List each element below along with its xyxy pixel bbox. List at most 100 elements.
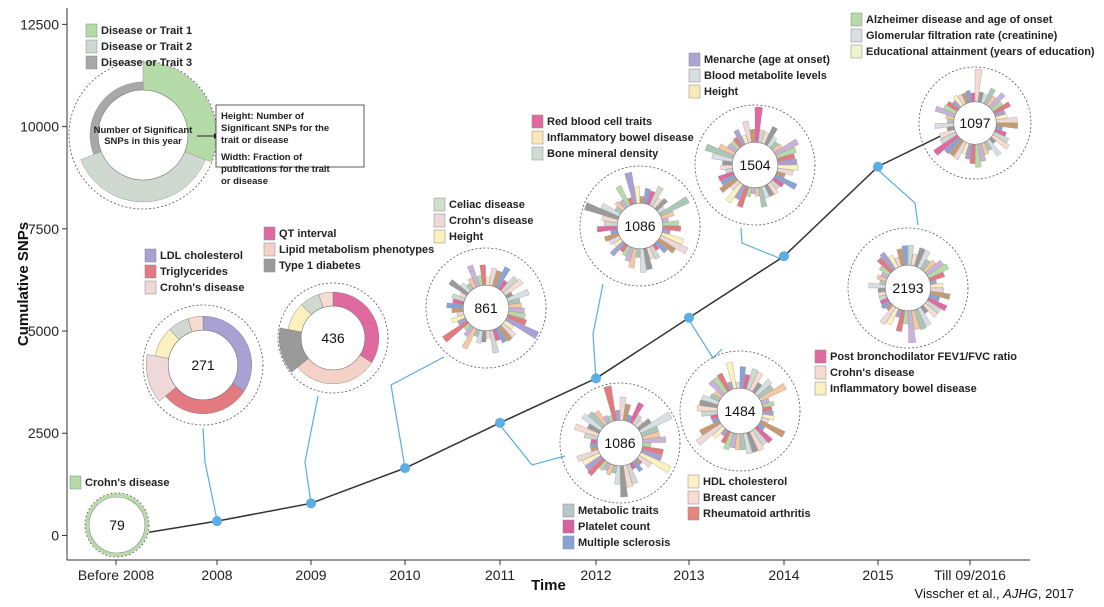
- outline-circle: [679, 350, 801, 472]
- year-snp-count: 1504: [739, 157, 770, 173]
- citation-year: , 2017: [1037, 586, 1074, 601]
- center-disc: [716, 387, 764, 435]
- center-disc: [462, 284, 510, 332]
- legend-swatch: [687, 506, 700, 521]
- legend-swatch: [688, 84, 701, 99]
- y-tick-label: 12500: [20, 16, 59, 32]
- data-point: [779, 251, 789, 262]
- x-tick-label: 2011: [485, 567, 515, 583]
- connector-line: [390, 356, 445, 469]
- y-tick-label: 5000: [28, 323, 59, 339]
- legend-swatch: [850, 44, 863, 59]
- legend-swatch: [433, 229, 446, 244]
- legend-label: Metabolic traits: [578, 505, 659, 517]
- legend-swatch: [263, 226, 276, 241]
- legend-label: Rheumatoid arthritis: [703, 508, 811, 520]
- year-plot: 1484 HDL cholesterol Breast cancer Rheumato…: [679, 350, 811, 521]
- key-info-box: [215, 104, 365, 168]
- legend-swatch: [263, 242, 276, 257]
- x-tick-label: 2015: [862, 567, 893, 583]
- legend-swatch: [531, 146, 544, 161]
- legend-label: Celiac disease: [449, 199, 525, 211]
- center-disc: [596, 419, 644, 467]
- year-plot: 1086 Metabolic traits Platelet count Multip…: [559, 382, 681, 550]
- citation: Visscher et al., AJHG, 2017: [915, 586, 1074, 601]
- connector-line: [688, 319, 723, 359]
- legend-label: Crohn's disease: [830, 367, 915, 379]
- yearly-circular-plots: 79 Crohn's disease 271 LDL cholesterol Trigl…: [69, 12, 1095, 558]
- series-line: [148, 121, 971, 533]
- key-height-note: trait or disease: [221, 135, 289, 146]
- legend-swatch: [687, 490, 700, 505]
- connector-line: [499, 424, 566, 466]
- legend-label: LDL cholesterol: [160, 250, 243, 262]
- key-width-note: Width: Fraction of: [221, 152, 303, 163]
- ring-segment: [85, 493, 149, 557]
- legend-label: Platelet count: [578, 521, 650, 533]
- legend-label: Glomerular filtration rate (creatinine): [866, 30, 1058, 42]
- data-point: [400, 463, 410, 474]
- legend-label: Bone mineral density: [547, 148, 659, 160]
- series-line-layer: [148, 121, 971, 533]
- year-plot: 1097 Alzheimer disease and age of onset Gl…: [850, 12, 1095, 180]
- year-snp-count: 861: [474, 300, 498, 316]
- legend-label: Crohn's disease: [160, 282, 245, 294]
- x-tick-label: 2013: [673, 567, 704, 583]
- center-disc: [88, 496, 146, 554]
- legend-label: Red blood cell traits: [547, 116, 652, 128]
- center-disc: [300, 305, 366, 371]
- year-snp-count: 79: [109, 517, 125, 533]
- year-snp-count: 271: [191, 357, 215, 373]
- y-tick-label: 7500: [28, 221, 59, 237]
- key-legend-swatch: [85, 55, 98, 70]
- key-legend-swatch: [85, 39, 98, 54]
- legend-swatch: [433, 197, 446, 212]
- year-snp-count: 1086: [624, 218, 655, 234]
- radial-bar: [751, 187, 756, 194]
- key-width-note: publications for the trait: [221, 164, 331, 175]
- legend-label: QT interval: [279, 228, 336, 240]
- legend-swatch: [562, 503, 575, 518]
- key-legend-swatch: [85, 23, 98, 38]
- outline-circle: [918, 66, 1032, 180]
- outline-circle: [847, 227, 969, 349]
- center-disc: [616, 202, 664, 250]
- legend-label: Inflammatory bowel disease: [830, 383, 977, 395]
- legend-label: Breast cancer: [703, 492, 776, 504]
- year-plot: 79 Crohn's disease: [69, 475, 170, 558]
- year-snp-count: 1484: [724, 403, 755, 419]
- outline-circle: [277, 282, 389, 394]
- legend-swatch: [850, 28, 863, 43]
- legend-label: Crohn's disease: [449, 215, 534, 227]
- data-point: [212, 516, 222, 527]
- x-tick-label: Till 09/2016: [934, 567, 1006, 583]
- key-legend-label: Disease or Trait 1: [101, 25, 192, 37]
- connector-line: [304, 395, 319, 504]
- legend-swatch: [531, 130, 544, 145]
- legend-swatch: [562, 535, 575, 550]
- key-width-note: or disease: [221, 176, 268, 187]
- legend-swatch: [814, 381, 827, 396]
- year-snp-count: 1086: [604, 435, 635, 451]
- axes: 0 2500 5000 7500 10000 12500 Before 2008 2008 20…: [15, 8, 1030, 594]
- legend-swatch: [531, 114, 544, 129]
- year-plot: 271 LDL cholesterol Triglycerides Crohn's d…: [142, 248, 264, 426]
- data-point: [495, 417, 505, 428]
- legend-swatch: [687, 474, 700, 489]
- legend-label: Inflammatory bowel disease: [547, 132, 694, 144]
- key-center-text: SNPs in this year: [104, 136, 182, 147]
- x-tick-label: 2010: [389, 567, 420, 583]
- radial-bar: [442, 320, 469, 343]
- x-tick-label: 2012: [580, 567, 611, 583]
- legend-swatch: [144, 280, 157, 295]
- legend-swatch: [433, 213, 446, 228]
- y-tick-label: 2500: [28, 425, 59, 441]
- data-point: [873, 161, 883, 172]
- x-tick-label: 2014: [768, 567, 799, 583]
- year-plot: 861 Celiac disease Crohn's disease Height: [425, 197, 547, 369]
- key-height-note: Significant SNPs for the: [221, 123, 329, 134]
- outline-circle: [425, 247, 547, 369]
- key-height-note: Height: Number of: [221, 111, 305, 122]
- center-disc: [884, 264, 932, 312]
- outline-circle: [694, 104, 816, 226]
